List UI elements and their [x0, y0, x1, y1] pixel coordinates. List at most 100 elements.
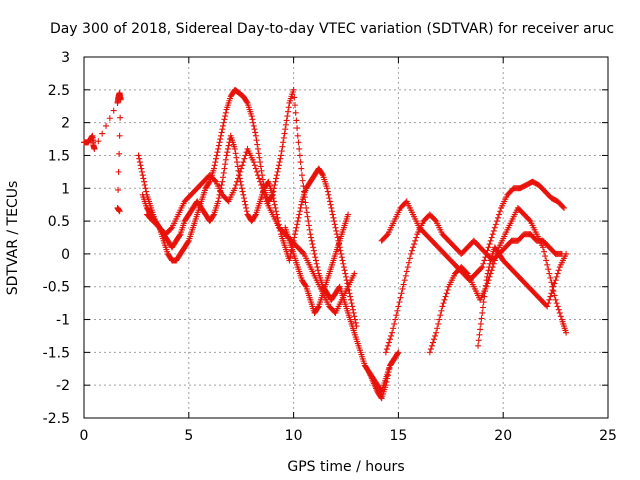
data-point	[315, 304, 322, 311]
data-point	[382, 233, 389, 240]
data-point	[350, 309, 357, 316]
data-point	[385, 339, 392, 346]
data-point	[164, 248, 171, 255]
data-point	[296, 208, 303, 215]
data-point	[483, 277, 490, 284]
data-point	[419, 220, 426, 227]
data-point	[529, 288, 536, 295]
data-point	[278, 152, 285, 159]
data-point	[215, 145, 222, 152]
data-point	[388, 332, 395, 339]
data-point	[212, 177, 218, 184]
data-point	[257, 163, 264, 170]
y-tick-label: 3	[61, 50, 70, 66]
data-point	[330, 214, 337, 221]
series-arc-c	[143, 145, 358, 316]
data-point	[115, 186, 122, 193]
data-point	[338, 254, 345, 261]
data-point	[176, 233, 183, 240]
data-point	[436, 316, 443, 323]
data-point	[285, 108, 292, 115]
data-point	[444, 287, 451, 294]
data-point	[282, 126, 289, 133]
data-point	[297, 159, 304, 166]
data-point	[282, 121, 289, 128]
data-point	[239, 162, 246, 169]
data-point	[106, 115, 113, 122]
data-point	[485, 244, 492, 251]
data-point	[562, 253, 569, 260]
data-point	[482, 282, 489, 289]
data-point	[257, 159, 264, 166]
data-point	[275, 162, 282, 169]
data-point	[325, 191, 332, 198]
data-point	[352, 319, 359, 326]
data-point	[443, 235, 450, 242]
data-point	[431, 336, 438, 343]
data-point	[251, 126, 258, 133]
data-point	[306, 261, 313, 268]
data-point	[254, 145, 261, 152]
data-point	[551, 292, 558, 299]
data-point	[241, 155, 248, 162]
data-point	[234, 178, 241, 185]
data-point	[301, 281, 308, 288]
data-point	[546, 192, 553, 199]
data-point	[319, 171, 326, 178]
data-point	[475, 242, 482, 249]
series-early	[81, 90, 124, 215]
data-point	[294, 261, 301, 268]
data-point	[387, 336, 394, 343]
data-point	[296, 211, 303, 218]
data-point	[252, 129, 259, 136]
data-point	[427, 346, 434, 353]
data-point	[259, 185, 266, 192]
data-point	[395, 303, 402, 310]
data-point	[543, 257, 550, 264]
data-point	[294, 132, 301, 139]
data-point	[256, 200, 263, 207]
data-point	[506, 239, 513, 246]
data-point	[544, 261, 551, 268]
data-point	[337, 247, 344, 254]
data-point	[306, 226, 313, 233]
data-point	[254, 141, 261, 148]
data-point	[225, 142, 232, 149]
data-point	[343, 273, 349, 280]
data-point	[188, 207, 195, 214]
data-point	[347, 293, 354, 300]
data-point	[338, 250, 345, 257]
data-point	[219, 178, 226, 185]
data-point	[442, 293, 449, 300]
data-point	[353, 323, 360, 330]
data-point	[334, 234, 341, 241]
data-point	[526, 216, 533, 223]
data-point	[312, 274, 319, 281]
data-point	[429, 339, 436, 346]
data-point	[546, 270, 553, 277]
data-point	[163, 235, 170, 242]
data-point	[296, 145, 303, 152]
data-point	[410, 244, 417, 251]
data-point	[432, 216, 439, 223]
data-point	[542, 253, 549, 260]
data-point	[297, 204, 304, 211]
data-point	[305, 180, 312, 187]
data-point	[256, 175, 263, 182]
data-point	[281, 130, 288, 137]
data-point	[545, 300, 552, 307]
data-point	[337, 299, 344, 306]
data-point	[441, 296, 448, 303]
data-point	[249, 156, 256, 163]
data-point	[291, 234, 298, 241]
data-point	[445, 255, 452, 262]
data-point	[315, 267, 322, 274]
data-point	[439, 248, 446, 255]
data-point	[501, 233, 508, 240]
data-point	[243, 98, 250, 105]
data-point	[397, 294, 404, 301]
data-point	[141, 178, 148, 185]
data-point	[331, 292, 338, 299]
data-point	[428, 342, 435, 349]
axis-ticks	[83, 56, 609, 419]
